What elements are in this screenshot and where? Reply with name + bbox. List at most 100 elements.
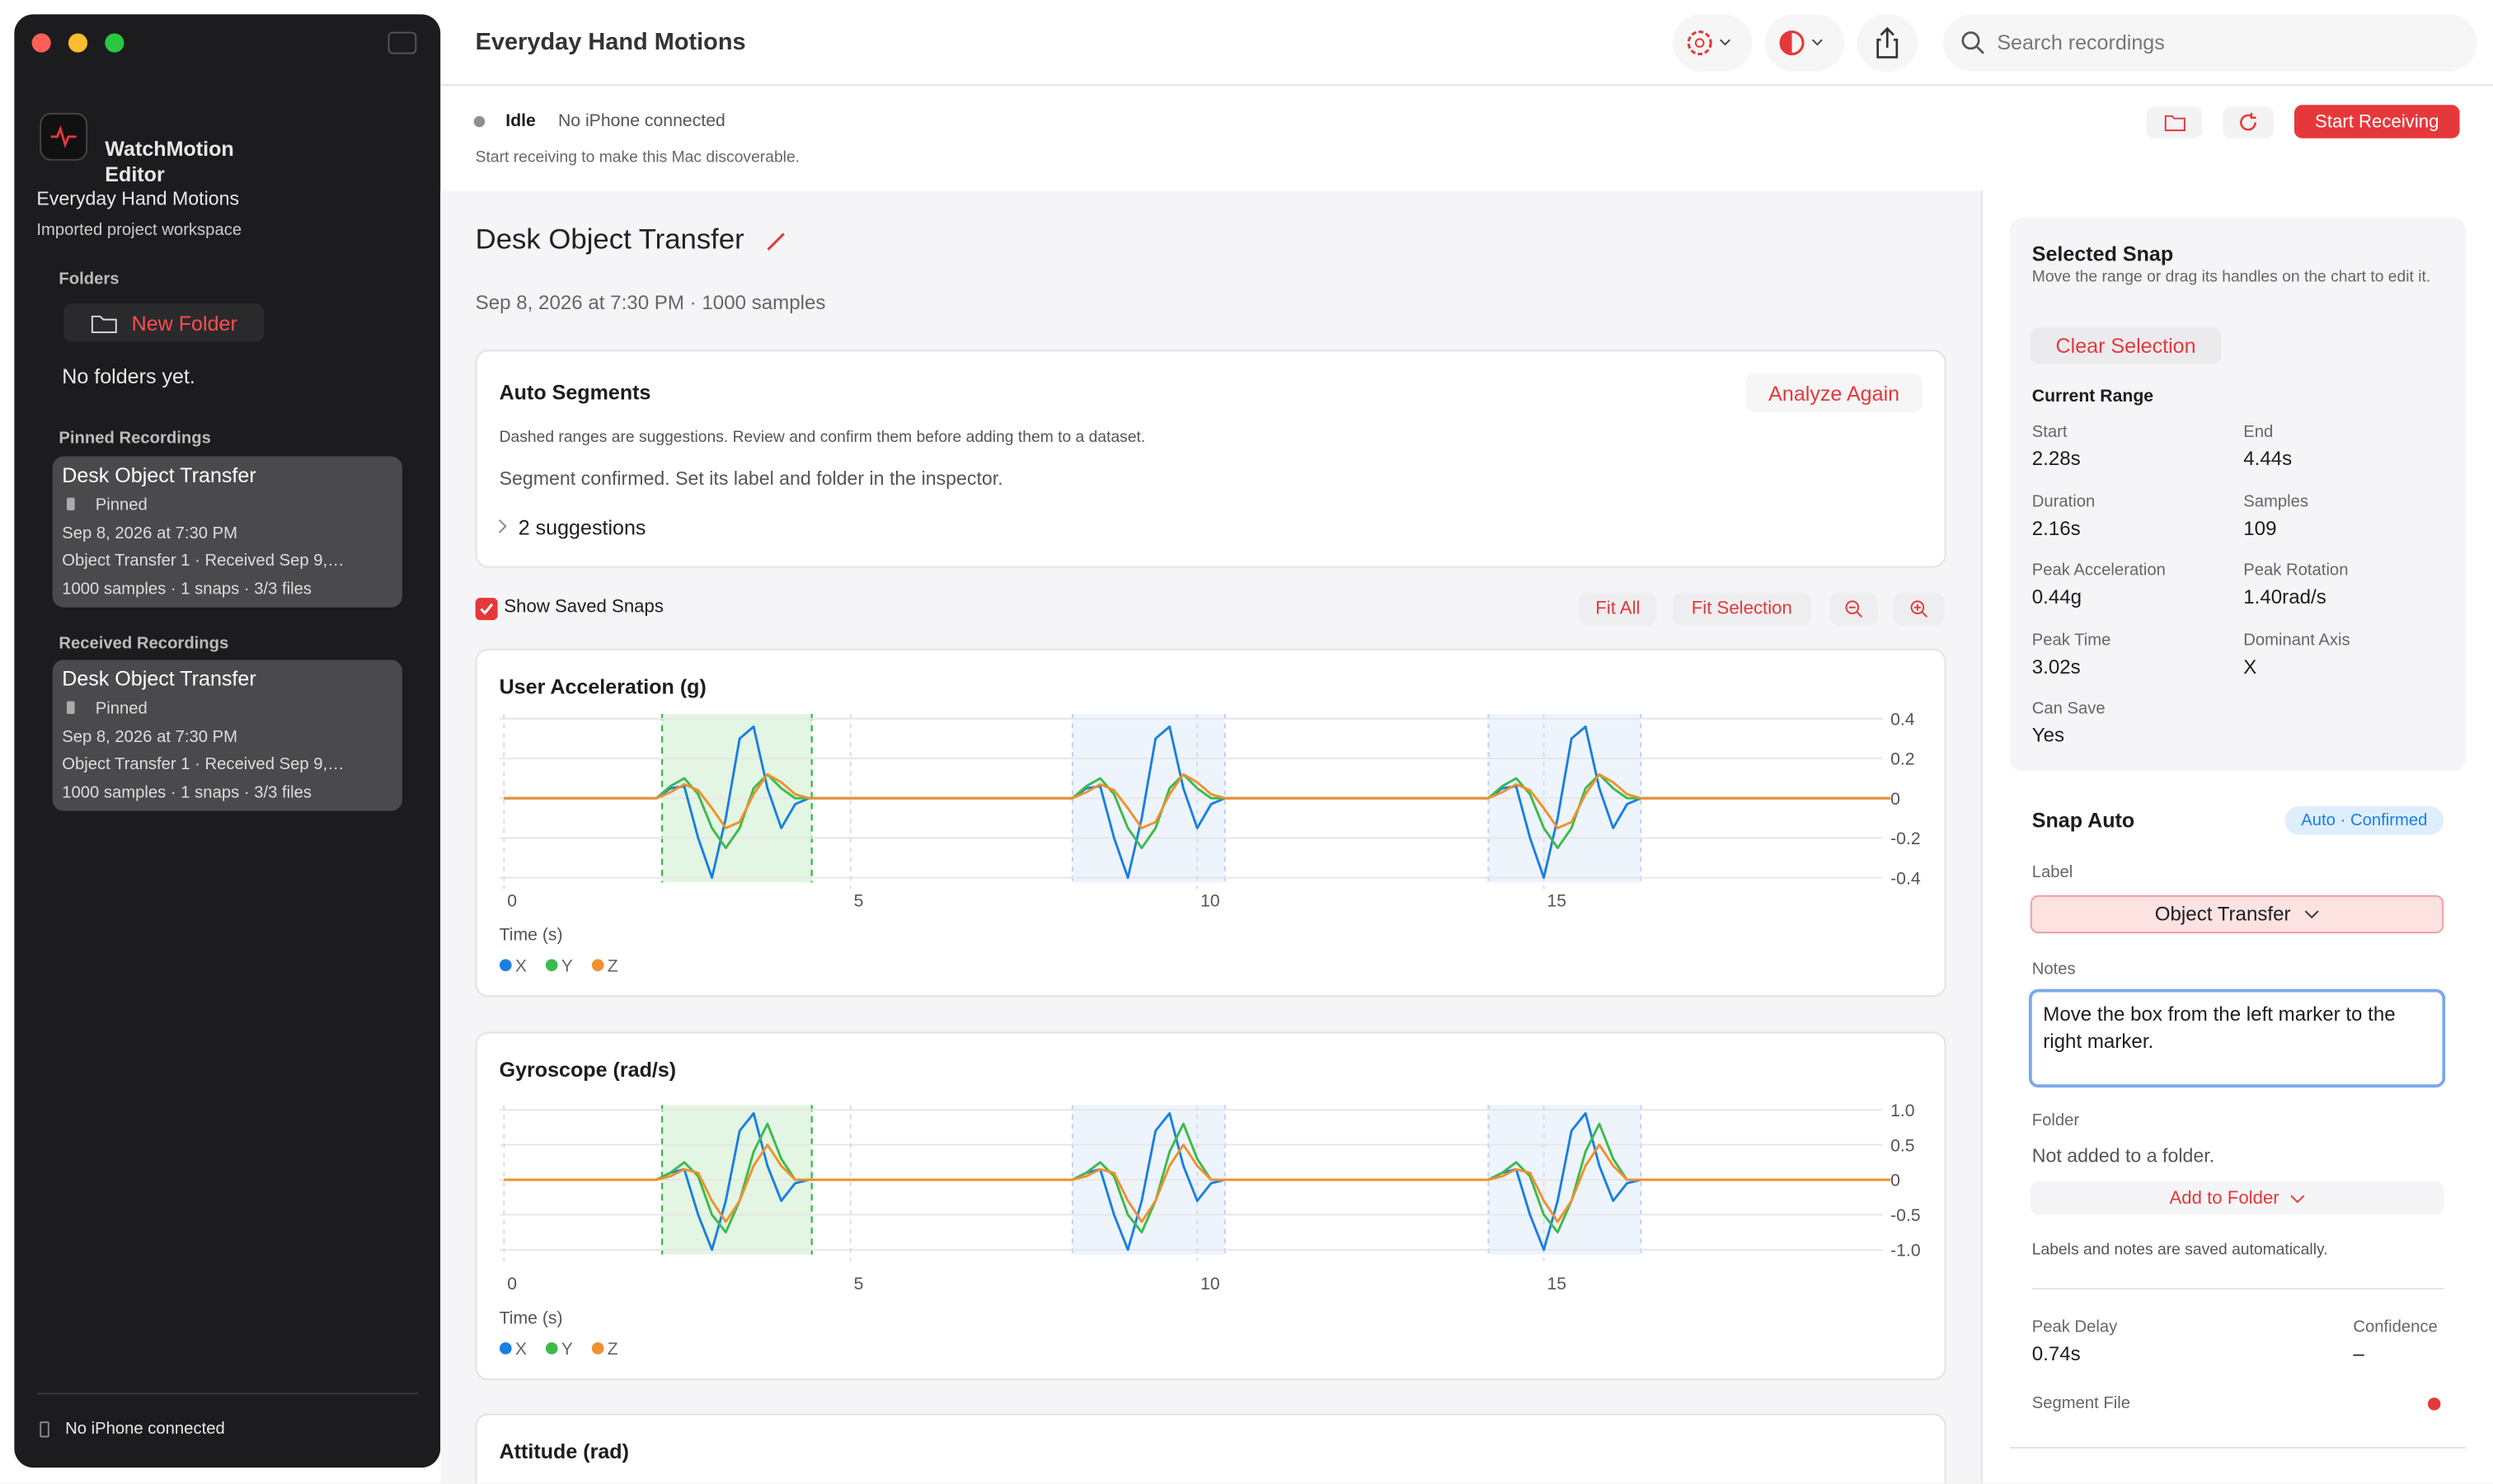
close-button[interactable] bbox=[31, 33, 51, 53]
appearance-menu[interactable] bbox=[1764, 14, 1845, 72]
field-label: Can Save bbox=[2031, 699, 2106, 719]
field-label: Confidence bbox=[2353, 1317, 2438, 1337]
legend-swatch bbox=[499, 959, 512, 971]
connection-status: No iPhone connected bbox=[557, 111, 725, 131]
field-label: Peak Acceleration bbox=[2031, 561, 2166, 580]
legend-label: Y bbox=[561, 1340, 573, 1359]
fit-selection-button[interactable]: Fit Selection bbox=[1672, 593, 1811, 625]
snap-title: Snap Auto bbox=[2031, 808, 2135, 833]
chart: 0.4 0.2 0 -0.2 -0.4 0 5 10 15 X Y Z bbox=[499, 710, 1921, 975]
section-heading: Folders bbox=[59, 270, 120, 289]
popup-value: Object Transfer bbox=[2154, 903, 2291, 926]
app-icon bbox=[40, 112, 88, 161]
x-tick-label: 10 bbox=[1200, 1275, 1220, 1294]
chart-title: Attitude (rad) bbox=[499, 1439, 629, 1463]
legend-swatch bbox=[591, 1342, 604, 1355]
chart-card: User Acceleration (g) 0.4 0.2 0 -0.2 -0.4 0 5 1… bbox=[475, 648, 1946, 998]
field-label: Peak Time bbox=[2031, 630, 2111, 650]
y-tick-label: -1.0 bbox=[1890, 1242, 1921, 1261]
item-title: Desk Object Transfer bbox=[62, 666, 256, 691]
search-field[interactable]: Search recordings bbox=[1942, 14, 2477, 72]
folder-icon bbox=[91, 315, 117, 334]
new-folder-button[interactable]: New Folder bbox=[63, 303, 265, 342]
field-value: 109 bbox=[2243, 516, 2277, 539]
legend-swatch bbox=[499, 1342, 512, 1355]
field-value: 0.74s bbox=[2031, 1342, 2081, 1365]
zoom-out-button[interactable] bbox=[1829, 593, 1878, 625]
disclosure-chevron[interactable] bbox=[496, 517, 509, 536]
series-line bbox=[504, 1144, 1891, 1223]
legend-label: X bbox=[515, 956, 527, 975]
suggestions-toggle[interactable]: 2 suggestions bbox=[518, 515, 646, 540]
field-value: 4.44s bbox=[2243, 447, 2293, 470]
notes-field[interactable]: Move the box from the left marker to the… bbox=[2028, 989, 2446, 1088]
card-hint: Move the range or drag its handles on th… bbox=[2031, 268, 2431, 287]
card-description: Dashed ranges are suggestions. Review an… bbox=[499, 429, 1146, 447]
legend-label: Y bbox=[561, 956, 573, 975]
chart-card: Gyroscope (rad/s) 1.0 0.5 0 -0.5 -1.0 0 5 10 15 X… bbox=[475, 1031, 1946, 1381]
label-popup[interactable]: Object Transfer bbox=[2030, 895, 2444, 934]
item-date: Sep 8, 2026 at 7:30 PM bbox=[62, 727, 237, 747]
y-tick-label: -0.2 bbox=[1890, 829, 1921, 848]
sidebar: WatchMotion Editor Everyday Hand Motions… bbox=[14, 14, 441, 1468]
segment-status: Segment confirmed. Set its label and fol… bbox=[499, 467, 1003, 490]
x-tick-label: 5 bbox=[854, 1275, 864, 1294]
field-label: Peak Rotation bbox=[2243, 561, 2349, 580]
analyze-button[interactable]: Analyze Again bbox=[1745, 373, 1923, 412]
auto-segments-card: Auto Segments Analyze Again Dashed range… bbox=[475, 350, 1946, 568]
field-value: 0.44g bbox=[2031, 585, 2082, 608]
edit-icon[interactable] bbox=[763, 229, 789, 255]
project-name: Everyday Hand Motions bbox=[36, 187, 240, 210]
item-stats: 1000 samples · 1 snaps · 3/3 files bbox=[62, 783, 312, 803]
zoom-button[interactable] bbox=[105, 33, 124, 53]
recording-meta: Sep 8, 2026 at 7:30 PM · 1000 samples bbox=[475, 291, 826, 314]
chart: 1.0 0.5 0 -0.5 -1.0 0 5 10 15 X Y Z bbox=[499, 1101, 1921, 1359]
contrast-icon bbox=[1779, 31, 1823, 56]
settings-menu[interactable] bbox=[1672, 14, 1753, 72]
field-label: Samples bbox=[2243, 491, 2309, 511]
x-tick-label: 0 bbox=[507, 891, 517, 910]
app-icon-graphic bbox=[50, 124, 77, 148]
status-hint: Start receiving to make this Mac discove… bbox=[475, 149, 800, 167]
divider bbox=[36, 1392, 419, 1395]
window-title: Everyday Hand Motions bbox=[475, 28, 746, 56]
recording-item[interactable]: Desk Object Transfer Pinned Sep 8, 2026 at… bbox=[52, 456, 402, 608]
search-icon bbox=[1961, 31, 1984, 54]
series-line bbox=[504, 773, 1891, 849]
recording-item[interactable]: Desk Object Transfer Pinned Sep 8, 2026 at… bbox=[52, 660, 402, 811]
status-badge: Auto · Confirmed bbox=[2284, 805, 2444, 835]
fit-all-button[interactable]: Fit All bbox=[1579, 593, 1657, 625]
field-value: 2.16s bbox=[2031, 516, 2081, 539]
add-to-folder-button[interactable]: Add to Folder bbox=[2030, 1181, 2444, 1215]
item-status: Pinned bbox=[95, 495, 148, 515]
series-line bbox=[504, 1111, 1891, 1252]
clear-selection-button[interactable]: Clear Selection bbox=[2030, 327, 2222, 364]
field-label: Duration bbox=[2031, 491, 2096, 511]
card-title: Selected Snap bbox=[2031, 242, 2174, 266]
legend-label: X bbox=[515, 1340, 527, 1359]
legend-swatch bbox=[545, 959, 558, 971]
legend-label: Z bbox=[608, 1340, 618, 1359]
share-button[interactable] bbox=[1857, 14, 1918, 72]
open-folder-button[interactable] bbox=[2146, 106, 2203, 139]
zoom-in-button[interactable] bbox=[1893, 593, 1945, 625]
legend-swatch bbox=[545, 1342, 558, 1355]
legend-swatch bbox=[591, 959, 604, 971]
share-icon bbox=[1876, 26, 1899, 59]
y-tick-label: 0.2 bbox=[1890, 750, 1914, 769]
start-receiving-button[interactable]: Start Receiving bbox=[2293, 105, 2460, 139]
checkbox[interactable] bbox=[475, 598, 498, 621]
item-date: Sep 8, 2026 at 7:30 PM bbox=[62, 524, 237, 544]
pin-icon bbox=[67, 497, 75, 511]
sidebar-toggle[interactable] bbox=[387, 31, 417, 54]
zoom-in-icon bbox=[1910, 600, 1928, 618]
y-tick-label: 0 bbox=[1890, 790, 1900, 809]
refresh-button[interactable] bbox=[2223, 106, 2274, 139]
legend-label: Z bbox=[608, 956, 618, 975]
folder-value: Not added to a folder. bbox=[2031, 1144, 2215, 1167]
minimize-button[interactable] bbox=[68, 33, 88, 53]
field-value: Yes bbox=[2031, 724, 2065, 747]
selected-snap-card: Selected Snap Move the range or drag its… bbox=[2009, 218, 2467, 772]
field-value: – bbox=[2353, 1342, 2364, 1365]
